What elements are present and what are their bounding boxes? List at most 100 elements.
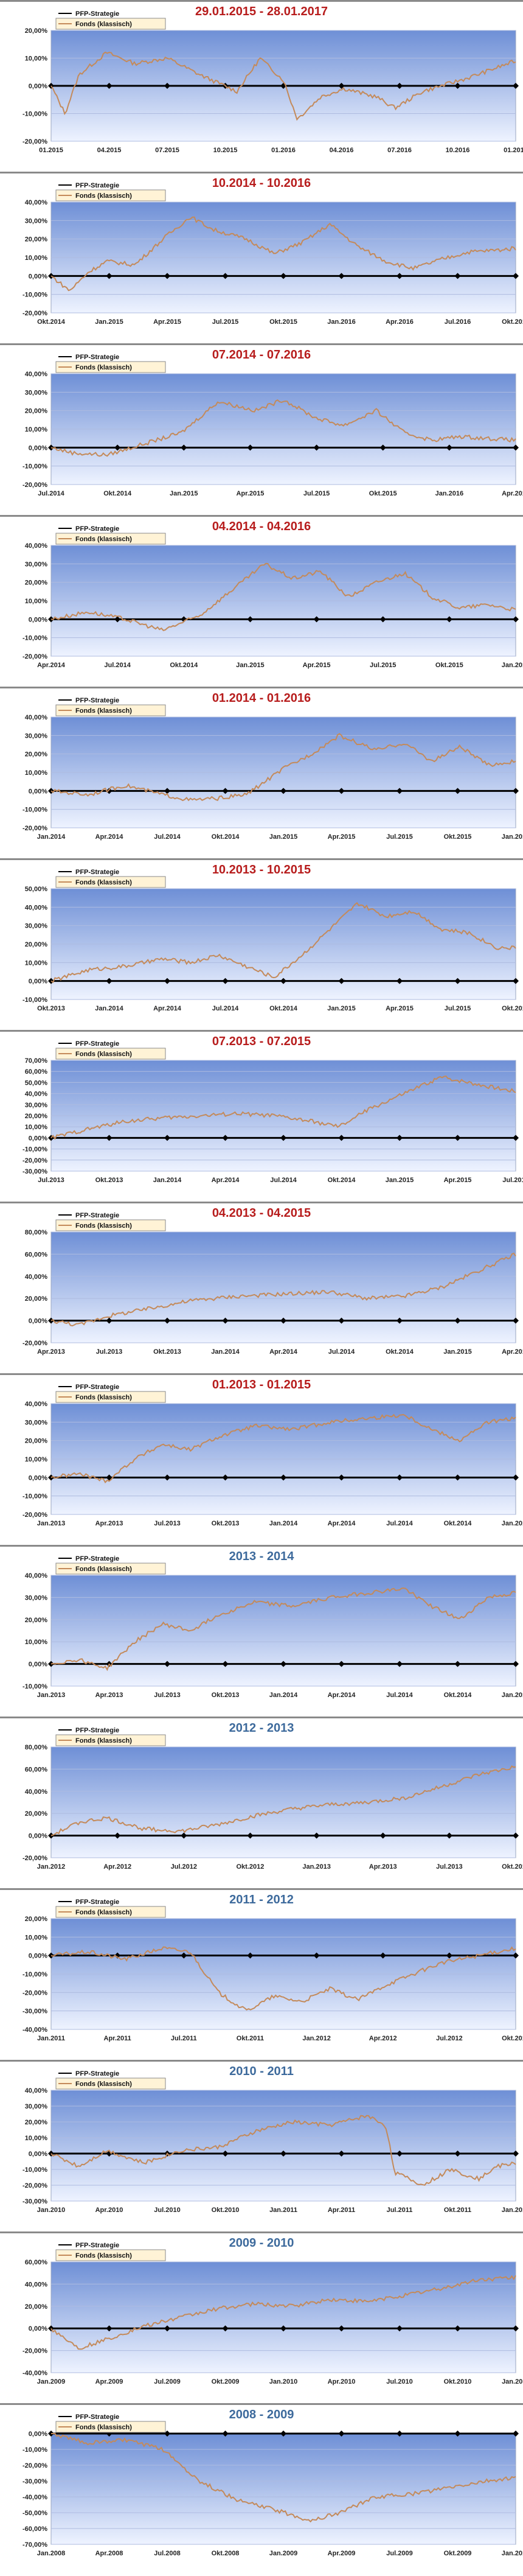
legend-label-fonds-klassisch: Fonds (klassisch) xyxy=(75,1737,132,1745)
series-line-fonds-klassisch xyxy=(50,1413,516,1484)
series-marker-pfp-strategie xyxy=(164,2325,170,2332)
legend-label-pfp-strategie: PFP-Strategie xyxy=(75,1040,119,1048)
series-marker-pfp-strategie xyxy=(397,2151,403,2157)
legend-box-fonds xyxy=(55,1219,166,1231)
x-tick-label: Jul.2014 xyxy=(212,1005,239,1012)
series-marker-pfp-strategie xyxy=(222,2431,229,2437)
x-tick-label: Okt.2011 xyxy=(444,2207,471,2214)
x-tick-label: Okt.2014 xyxy=(444,1692,473,1699)
series-line-fonds-klassisch xyxy=(51,2433,516,2523)
legend-label-fonds-klassisch: Fonds (klassisch) xyxy=(75,192,132,200)
series-marker-pfp-strategie xyxy=(513,616,519,623)
y-tick-label: 10,00% xyxy=(25,959,48,967)
panel-separator xyxy=(0,1717,523,1718)
series-marker-pfp-strategie xyxy=(338,1661,345,1667)
legend: PFP-Strategie Fonds (klassisch) xyxy=(55,1040,166,1060)
y-tick-label: -20,00% xyxy=(23,2462,47,2469)
x-tick-label: Okt.2013 xyxy=(37,1005,65,1012)
y-tick-label: 30,00% xyxy=(25,923,48,930)
x-tick-label: Jan.2014 xyxy=(269,1520,298,1527)
y-tick-label: 30,00% xyxy=(25,1594,48,1601)
y-tick-label: 40,00% xyxy=(25,1788,48,1796)
x-tick-label: Apr.2013 xyxy=(37,1348,65,1356)
x-tick-label: Okt.2010 xyxy=(444,2378,472,2385)
x-tick-label: Jan.2011 xyxy=(502,2378,523,2385)
y-tick-label: 10,00% xyxy=(25,1934,48,1941)
x-tick-label: Jul.2013 xyxy=(38,1177,64,1184)
series-marker-pfp-strategie xyxy=(280,2431,286,2437)
y-tick-label: -20,00% xyxy=(23,1511,47,1519)
series-marker-pfp-strategie xyxy=(338,2151,345,2157)
series-marker-pfp-strategie xyxy=(181,1832,187,1839)
legend-label-pfp-strategie: PFP-Strategie xyxy=(75,1899,119,1906)
x-tick-label: Okt.2015 xyxy=(369,490,397,497)
series-marker-pfp-strategie xyxy=(280,1661,286,1667)
panel-separator xyxy=(0,1888,523,1890)
series-marker-pfp-strategie xyxy=(397,2325,403,2332)
plot-area xyxy=(50,1746,516,1858)
chart-svg: 40,00% 30,00% 20,00% 10,00% 0,00% -10,00% -20,… xyxy=(23,354,523,497)
y-tick-label: -10,00% xyxy=(23,635,47,642)
x-tick-label: Jul.2015 xyxy=(303,490,330,497)
x-tick-label: Jul.2014 xyxy=(386,1520,413,1527)
legend-label-fonds-klassisch: Fonds (klassisch) xyxy=(75,707,132,715)
series-marker-pfp-strategie xyxy=(513,1832,519,1839)
x-tick-label: Jul.2014 xyxy=(386,1692,413,1699)
series-marker-pfp-strategie xyxy=(513,1952,519,1959)
series-marker-pfp-strategie xyxy=(280,1135,286,1141)
y-tick-label: 10,00% xyxy=(25,1124,48,1131)
x-tick-label: Jul.2014 xyxy=(38,490,64,497)
y-tick-label: 10,00% xyxy=(25,1639,48,1646)
y-tick-label: 0,00% xyxy=(29,616,47,623)
series-marker-pfp-strategie xyxy=(164,1474,170,1481)
y-tick-label: -10,00% xyxy=(23,2166,47,2174)
y-tick-label: 0,00% xyxy=(29,1474,47,1482)
series-marker-pfp-strategie xyxy=(513,1474,519,1481)
x-tick-label: Jul.2009 xyxy=(386,2550,412,2557)
x-tick-label: Jan.2015 xyxy=(502,1692,523,1699)
series-marker-pfp-strategie xyxy=(513,1135,519,1141)
y-tick-label: 10,00% xyxy=(25,769,48,777)
y-tick-label: 10,00% xyxy=(25,2135,48,2142)
series-marker-pfp-strategie xyxy=(338,788,345,794)
chart-title: 2012 - 2013 xyxy=(229,1721,294,1735)
y-tick-label: 50,00% xyxy=(25,1079,48,1087)
x-tick-label: Okt.2015 xyxy=(269,318,297,326)
series-marker-pfp-strategie xyxy=(164,83,170,89)
y-tick-label: 20,00% xyxy=(25,1295,48,1303)
x-tick-label: Okt.2013 xyxy=(153,1348,181,1356)
plot-area xyxy=(50,2090,516,2202)
legend-label-fonds-klassisch: Fonds (klassisch) xyxy=(75,1566,132,1573)
series-marker-pfp-strategie xyxy=(397,788,403,794)
legend-label-fonds-klassisch: Fonds (klassisch) xyxy=(75,536,132,543)
series-line-fonds-klassisch xyxy=(50,1075,516,1140)
x-tick-label: Jul.2014 xyxy=(328,1348,355,1356)
chart-svg: 40,00% 30,00% 20,00% 10,00% 0,00% -10,00% -20,… xyxy=(23,525,523,669)
x-tick-label: Jul.2012 xyxy=(171,1863,197,1871)
series-marker-pfp-strategie xyxy=(164,1135,170,1141)
legend-label-fonds-klassisch: Fonds (klassisch) xyxy=(75,1394,132,1401)
x-tick-label: Apr.2014 xyxy=(37,662,66,669)
y-tick-label: -50,00% xyxy=(23,2510,47,2517)
x-tick-label: Jul.2008 xyxy=(154,2550,180,2557)
series-marker-pfp-strategie xyxy=(106,788,113,794)
series-marker-pfp-strategie xyxy=(280,1317,286,1324)
chart-title: 2013 - 2014 xyxy=(229,1550,294,1563)
x-tick-label: Apr.2014 xyxy=(269,1348,298,1356)
y-tick-label: -10,00% xyxy=(23,463,47,471)
series-marker-pfp-strategie xyxy=(48,1317,54,1324)
series-marker-pfp-strategie xyxy=(48,1661,54,1667)
y-tick-label: 0,00% xyxy=(29,2151,47,2158)
x-tick-label: 01.2016 xyxy=(271,147,296,154)
series-marker-pfp-strategie xyxy=(397,1474,403,1481)
x-tick-label: Jan.2008 xyxy=(37,2550,65,2557)
x-tick-label: Apr.2012 xyxy=(369,2035,397,2042)
series-marker-pfp-strategie xyxy=(338,1317,345,1324)
y-tick-label: 0,00% xyxy=(29,788,47,795)
panel-separator xyxy=(0,1545,523,1547)
series-marker-pfp-strategie xyxy=(454,273,461,279)
panel-separator xyxy=(0,1373,523,1375)
x-tick-label: Jan.2015 xyxy=(269,833,297,841)
y-tick-label: 10,00% xyxy=(25,55,48,63)
legend-box-fonds xyxy=(55,1563,166,1575)
